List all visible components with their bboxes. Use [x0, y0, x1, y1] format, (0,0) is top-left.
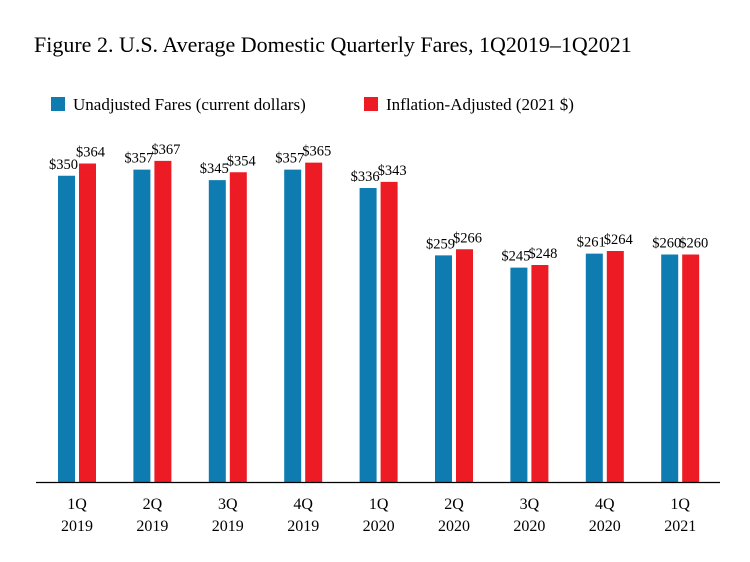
x-tick-labels: 1Q 2019 2Q 2019 3Q 2019 4Q 2019 1Q 2020 2Q 2020 3Q 20… [61, 496, 696, 535]
bar-series2-9 [682, 254, 700, 482]
bar-series1-3 [208, 180, 226, 482]
legend-label-2: Inflation-Adjusted (2021 $) [386, 95, 574, 114]
legend-swatch-1 [51, 97, 65, 111]
bar-series2-7 [531, 265, 549, 482]
bar-series2-4 [305, 162, 323, 482]
legend: Unadjusted Fares (current dollars) Inflat… [51, 95, 574, 114]
bar-series2-3 [229, 172, 247, 482]
bar-value-label-series1-6: $259 [426, 236, 455, 252]
legend-label-1: Unadjusted Fares (current dollars) [73, 95, 306, 114]
x-tick-label-5: 1Q 2020 [363, 496, 395, 535]
bar-value-label-series1-2: $357 [124, 151, 153, 167]
bar-value-label-series1-5: $336 [351, 169, 380, 185]
x-tick-label-6: 2Q 2020 [438, 496, 470, 535]
bar-series1-7 [510, 267, 528, 482]
x-tick-label-9: 1Q 2021 [664, 496, 696, 535]
bar-value-label-series1-7: $245 [501, 249, 530, 265]
x-tick-label-3: 3Q 2019 [212, 496, 244, 535]
bar-series2-8 [606, 251, 624, 482]
bar-series1-1 [58, 175, 75, 482]
bar-series1-5 [359, 188, 377, 482]
x-tick-label-7: 3Q 2020 [513, 496, 545, 535]
x-tick-label-8: 4Q 2020 [589, 496, 621, 535]
chart-title: Figure 2. U.S. Average Domestic Quarterl… [34, 32, 632, 57]
bar-series1-8 [585, 253, 603, 482]
legend-swatch-2 [364, 97, 378, 111]
x-tick-label-1: 1Q 2019 [61, 496, 93, 535]
bar-series2-6 [456, 249, 473, 482]
bar-value-label-series1-4: $357 [275, 151, 304, 167]
bar-value-label-series2-6: $266 [453, 230, 482, 246]
bar-value-label-series2-1: $364 [76, 145, 106, 161]
bar-value-label-series2-9: $260 [679, 236, 708, 252]
bar-series2-5 [380, 181, 398, 482]
bar-value-label-series2-7: $248 [528, 246, 557, 262]
bar-value-label-series2-2: $367 [151, 142, 180, 158]
x-tick-label-2: 2Q 2019 [136, 496, 168, 535]
bar-value-label-series1-9: $260 [652, 236, 681, 252]
bar-value-label-series1-1: $350 [49, 157, 78, 173]
bars [58, 160, 700, 482]
bar-value-label-series1-8: $261 [577, 235, 606, 251]
bar-series1-2 [133, 169, 151, 482]
x-tick-label-4: 4Q 2019 [287, 496, 319, 535]
bar-value-label-series2-3: $354 [227, 153, 257, 169]
bar-labels: $350$364 $357$367$345$354 $357$365$336$343… [49, 142, 708, 265]
bar-series1-4 [284, 169, 302, 482]
bar-value-label-series1-3: $345 [200, 161, 229, 177]
bar-value-label-series2-8: $264 [604, 232, 634, 248]
bar-value-label-series2-5: $343 [378, 163, 407, 179]
bar-series2-1 [79, 163, 96, 482]
bar-series1-9 [661, 254, 679, 482]
bar-series2-2 [154, 160, 172, 482]
bar-series1-6 [435, 255, 452, 482]
bar-value-label-series2-4: $365 [302, 144, 331, 160]
